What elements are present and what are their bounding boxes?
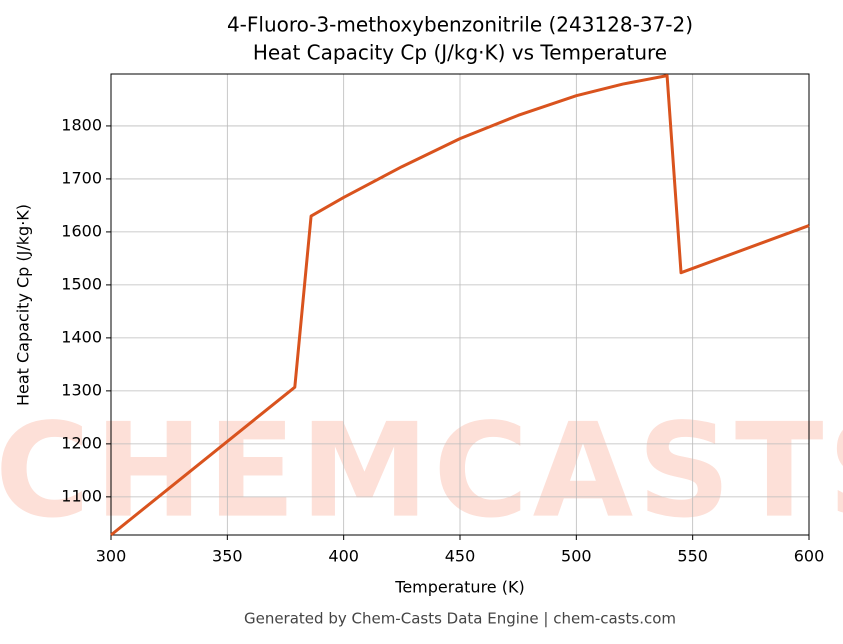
y-tick-label: 1600 [61,221,102,240]
x-tick-label: 300 [96,547,127,566]
x-tick-label: 350 [212,547,243,566]
data-line [110,74,810,537]
x-tick-label: 450 [445,547,476,566]
y-tick-label: 1700 [61,168,102,187]
y-tick-label: 1200 [61,433,102,452]
footer: Generated by Chem-Casts Data Engine | ch… [244,610,676,628]
chart-title: 4-Fluoro-3-methoxybenzonitrile (243128-3… [227,13,693,37]
watermark: CHEMCASTS [0,395,843,547]
plot-frame [110,73,810,536]
y-axis-label: Heat Capacity Cp (J/kg·K) [14,204,33,406]
x-tick-label: 600 [794,547,825,566]
x-axis-label: Temperature (K) [394,578,524,597]
y-tick-label: 1800 [61,115,102,134]
y-tick-label: 1500 [61,274,102,293]
chart-subtitle: Heat Capacity Cp (J/kg·K) vs Temperature [253,41,667,65]
y-tick-label: 1100 [61,486,102,505]
x-tick-label: 550 [677,547,708,566]
x-tick-label: 400 [328,547,359,566]
y-tick-label: 1300 [61,380,102,399]
y-tick-label: 1400 [61,327,102,346]
x-tick-label: 500 [561,547,592,566]
